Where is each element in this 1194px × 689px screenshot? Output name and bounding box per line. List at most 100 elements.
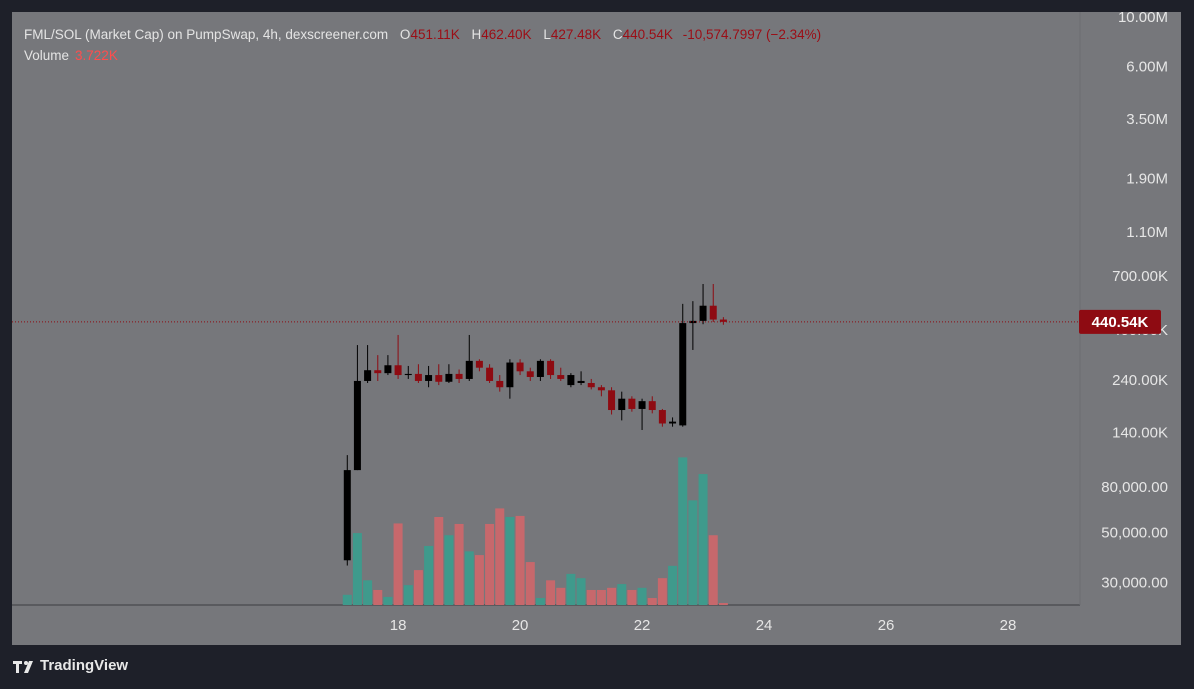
candle-body bbox=[404, 373, 412, 376]
chart-panel bbox=[12, 12, 1181, 645]
open-value: 451.11K bbox=[410, 27, 460, 42]
candle-body bbox=[445, 373, 453, 382]
high-label: H bbox=[471, 27, 482, 42]
x-tick-label: 22 bbox=[634, 617, 651, 634]
volume-bar bbox=[698, 474, 708, 605]
candle-body bbox=[455, 373, 463, 379]
volume-bar bbox=[352, 533, 362, 605]
candle-body bbox=[465, 360, 473, 379]
ohlc-row: FML/SOL (Market Cap) on PumpSwap, 4h, de… bbox=[24, 24, 821, 45]
volume-bar bbox=[627, 589, 637, 605]
volume-bar bbox=[444, 535, 454, 605]
volume-bar bbox=[454, 523, 464, 605]
candle-body bbox=[384, 365, 392, 374]
y-tick-label: 1.10M bbox=[1126, 224, 1168, 241]
candle-body bbox=[526, 371, 534, 377]
close-label: C bbox=[612, 27, 623, 42]
high-value: 462.40K bbox=[481, 27, 532, 42]
x-tick-label: 24 bbox=[756, 617, 773, 634]
y-tick-label: 140.00K bbox=[1112, 424, 1168, 441]
candle-body bbox=[669, 421, 677, 424]
candle-body bbox=[435, 375, 443, 382]
legend-header: FML/SOL (Market Cap) on PumpSwap, 4h, de… bbox=[24, 24, 821, 66]
candle-body bbox=[618, 398, 626, 411]
volume-bar bbox=[586, 589, 596, 605]
candle-body bbox=[475, 360, 483, 368]
low-label: L bbox=[543, 27, 551, 42]
y-tick-label: 1.90M bbox=[1126, 171, 1168, 188]
y-tick-label: 50,000.00 bbox=[1101, 525, 1168, 542]
volume-bar bbox=[678, 457, 688, 605]
candle-body bbox=[353, 380, 361, 471]
low-value: 427.48K bbox=[550, 27, 602, 42]
branding: TradingView bbox=[40, 657, 129, 674]
volume-bar bbox=[413, 570, 423, 605]
volume-bar bbox=[403, 585, 413, 605]
volume-bar bbox=[342, 594, 352, 605]
volume-bar bbox=[464, 551, 474, 605]
volume-bar bbox=[566, 573, 576, 605]
candle-body bbox=[516, 362, 524, 372]
candle-body bbox=[699, 305, 707, 321]
volume-bars bbox=[342, 457, 728, 605]
candle-body bbox=[394, 365, 402, 376]
last-price-label: 440.54K bbox=[1092, 314, 1149, 331]
candle-body bbox=[547, 360, 555, 376]
volume-bar bbox=[505, 516, 515, 605]
volume-bar bbox=[576, 578, 586, 605]
candle-body bbox=[679, 323, 687, 426]
candle-body bbox=[719, 319, 727, 322]
volume-bar bbox=[718, 603, 728, 605]
volume-bar bbox=[535, 598, 545, 605]
volume-bar bbox=[495, 508, 505, 605]
y-tick-label: 30,000.00 bbox=[1101, 574, 1168, 591]
volume-bar bbox=[515, 515, 525, 605]
volume-bar bbox=[393, 523, 403, 605]
volume-bar bbox=[688, 500, 698, 605]
y-tick-label: 80,000.00 bbox=[1101, 479, 1168, 496]
volume-label: Volume bbox=[24, 48, 70, 63]
symbol-title: FML/SOL (Market Cap) on PumpSwap, 4h, de… bbox=[24, 27, 389, 42]
candle-body bbox=[567, 375, 575, 386]
candle-body bbox=[658, 410, 666, 424]
candle-body bbox=[628, 398, 636, 409]
candle-body bbox=[597, 387, 605, 391]
candle-body bbox=[414, 373, 422, 381]
volume-bar bbox=[596, 589, 606, 605]
candle-body bbox=[648, 401, 656, 411]
candle-body bbox=[638, 401, 646, 409]
x-tick-label: 20 bbox=[512, 617, 529, 634]
volume-bar bbox=[373, 589, 383, 605]
y-tick-label: 240.00K bbox=[1112, 372, 1168, 389]
volume-bar bbox=[546, 580, 556, 605]
volume-bar bbox=[657, 578, 667, 605]
open-label: O bbox=[399, 27, 411, 42]
candle-body bbox=[506, 362, 514, 388]
close-value: 440.54K bbox=[622, 27, 673, 42]
candle-body bbox=[343, 470, 351, 561]
volume-bar bbox=[363, 580, 373, 605]
change-value: -10,574.7997 (−2.34%) bbox=[682, 27, 822, 42]
candle-body bbox=[608, 390, 616, 411]
candle-body bbox=[374, 370, 382, 374]
candle-body bbox=[587, 382, 595, 388]
last-price-box bbox=[1079, 309, 1161, 334]
volume-bar bbox=[525, 562, 535, 605]
candle-body bbox=[425, 375, 433, 381]
y-tick-label: 700.00K bbox=[1112, 268, 1168, 285]
volume-bar bbox=[474, 555, 484, 605]
volume-bar bbox=[434, 516, 444, 605]
candles bbox=[343, 284, 727, 566]
candle-body bbox=[496, 380, 504, 388]
volume-row: Volume 3.722K bbox=[24, 45, 821, 66]
logo-icon bbox=[13, 661, 33, 673]
y-tick-label: 3.50M bbox=[1126, 111, 1168, 128]
candle-body bbox=[486, 367, 494, 381]
volume-bar bbox=[617, 584, 627, 605]
volume-bar bbox=[668, 565, 678, 605]
y-tick-label: 6.00M bbox=[1126, 59, 1168, 76]
volume-bar bbox=[647, 598, 657, 605]
volume-bar bbox=[607, 587, 617, 605]
